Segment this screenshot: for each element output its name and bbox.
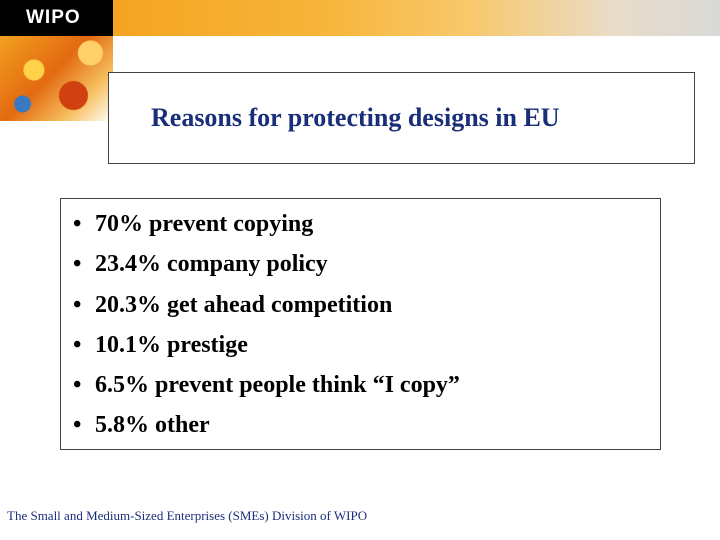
bullet-item: • 5.8% other <box>73 405 460 445</box>
bullet-item: • 23.4% company policy <box>73 244 460 284</box>
bullet-text: 23.4% company policy <box>95 251 328 278</box>
bullet-mark: • <box>73 372 82 399</box>
bullet-item: • 20.3% get ahead competition <box>73 285 460 325</box>
bullet-mark: • <box>73 211 82 237</box>
bullet-mark: • <box>73 412 82 439</box>
bullet-item: • 10.1% prestige <box>73 325 460 365</box>
bullet-item: • 70% prevent copying <box>73 204 460 244</box>
slide-title: Reasons for protecting designs in EU <box>151 103 560 132</box>
bullet-mark: • <box>73 291 82 318</box>
bullet-list: • 70% prevent copying • 23.4% company poli… <box>73 204 460 446</box>
title-box: Reasons for protecting designs in EU <box>108 72 695 164</box>
wipo-logo: WIPO <box>0 0 113 36</box>
bullet-text: 10.1% prestige <box>95 331 248 358</box>
bullet-mark: • <box>73 331 82 358</box>
footer-text: The Small and Medium-Sized Enterprises (… <box>7 508 368 523</box>
content-box: • 70% prevent copying • 23.4% company poli… <box>60 198 661 450</box>
decorative-corner-image <box>0 36 113 121</box>
bullet-text: 70% prevent copying <box>95 211 314 237</box>
bullet-text: 6.5% prevent people think “I copy” <box>95 372 460 399</box>
bullet-mark: • <box>73 251 82 278</box>
bullet-text: 5.8% other <box>95 412 210 439</box>
bullet-text: 20.3% get ahead competition <box>95 291 393 318</box>
header-banner <box>0 0 720 36</box>
bullet-item: • 6.5% prevent people think “I copy” <box>73 365 460 405</box>
